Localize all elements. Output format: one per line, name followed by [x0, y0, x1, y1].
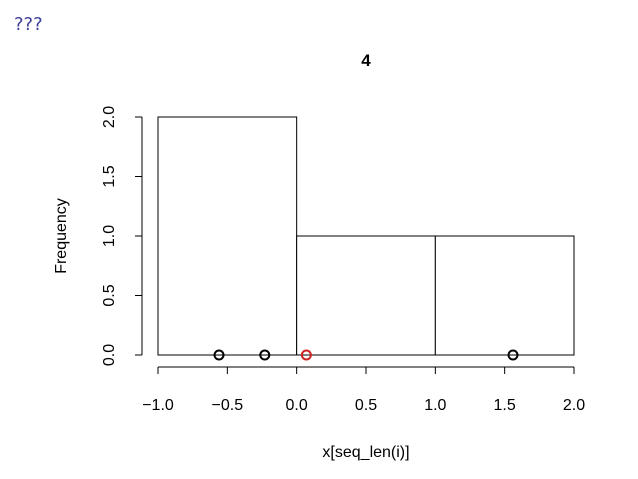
data-point-2 [259, 349, 271, 361]
data-point-4 [507, 349, 519, 361]
chart-title: 4 [361, 51, 371, 70]
corner-label: ??? [14, 14, 43, 35]
histogram-bar-2 [296, 235, 436, 356]
x-tick-label-7: 2.0 [563, 397, 585, 414]
y-tick-label-3: 1.0 [101, 225, 118, 247]
x-tick-label-4: 0.5 [355, 397, 377, 414]
x-axis-label: x[seq_len(i)] [322, 444, 409, 461]
histogram-bar-1 [157, 116, 298, 356]
x-tick-label-5: 1.0 [424, 397, 446, 414]
x-tick-label-3: 0.0 [286, 397, 308, 414]
highlighted-data-point [300, 349, 312, 361]
x-tick-label-1: −1.0 [142, 397, 174, 414]
y-tick-label-1: 0.0 [101, 344, 118, 366]
y-tick-label-2: 0.5 [101, 284, 118, 306]
x-tick-label-2: −0.5 [212, 397, 244, 414]
x-tick-label-6: 1.5 [494, 397, 516, 414]
y-tick-label-4: 1.5 [101, 165, 118, 187]
y-axis-label: Frequency [53, 198, 70, 274]
histogram-bar-3 [434, 235, 575, 356]
y-tick-label-5: 2.0 [101, 106, 118, 128]
data-point-1 [213, 349, 225, 361]
